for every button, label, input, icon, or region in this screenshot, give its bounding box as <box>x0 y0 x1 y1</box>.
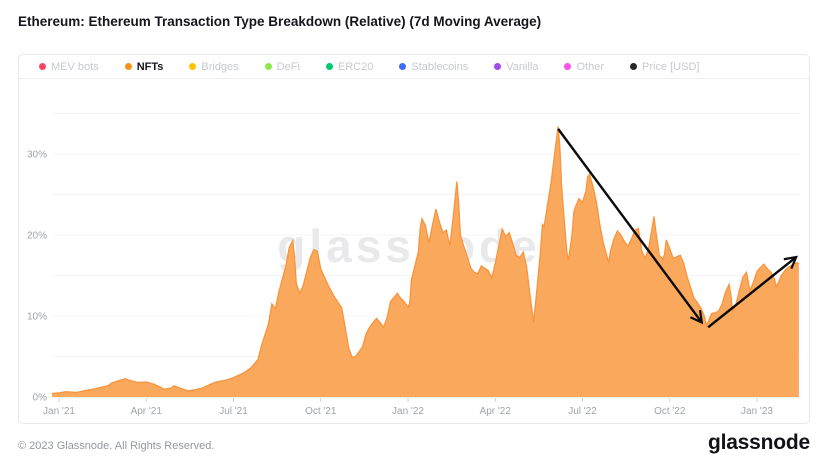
legend-dot-icon <box>564 63 572 70</box>
legend-dot-icon <box>325 63 333 70</box>
annotation-arrow <box>707 255 798 329</box>
legend-label: Stablecoins <box>411 60 469 73</box>
legend-dot-icon <box>124 63 132 70</box>
legend-dot-icon <box>189 63 197 70</box>
page-title: Ethereum: Ethereum Transaction Type Brea… <box>18 14 542 29</box>
legend-item-stablecoins[interactable]: Stablecoins <box>399 61 468 73</box>
nfts-area-series[interactable] <box>52 126 799 398</box>
x-axis-label: Apr '22 <box>480 406 512 417</box>
nfts-series-line <box>51 126 800 395</box>
x-axis-label: Jul '21 <box>219 406 248 417</box>
legend-item-bridges[interactable]: Bridges <box>189 60 239 73</box>
legend-label: Bridges <box>201 60 239 73</box>
legend-dot-icon <box>629 63 637 70</box>
x-axis-label: Oct '22 <box>654 406 686 417</box>
legend-item-nfts[interactable]: NFTs <box>124 60 164 73</box>
legend: MEV bots NFTs Bridges DeFi ERC20 Stablecoins V… <box>19 55 809 79</box>
legend-label: Other <box>576 60 604 73</box>
legend-label: Price [USD] <box>641 60 700 73</box>
legend-dot-icon <box>264 63 272 70</box>
footer-copyright: © 2023 Glassnode. All Rights Reserved. <box>18 440 215 452</box>
chart-canvas[interactable]: 0% 10% 20% 30% Jan '21 Apr '21 Jul '21 Oct '21 J… <box>19 55 809 423</box>
legend-label: Vanilla <box>506 60 539 73</box>
y-axis-label: 0% <box>33 393 48 404</box>
y-axis-label: 10% <box>27 312 47 323</box>
x-axis-label: Jan '23 <box>741 406 773 417</box>
annotation-arrow <box>557 128 704 325</box>
chart-card: MEV bots NFTs Bridges DeFi ERC20 Stablecoins V… <box>18 54 810 424</box>
legend-item-price-usd[interactable]: Price [USD] <box>629 60 700 73</box>
glassnode-logo: glassnode <box>707 431 810 454</box>
legend-dot-icon <box>39 63 46 70</box>
legend-item-erc20[interactable]: ERC20 <box>325 60 374 73</box>
x-axis-label: Jul '22 <box>568 406 597 417</box>
legend-dot-icon <box>494 63 502 70</box>
x-axis-label: Jan '21 <box>43 406 75 417</box>
legend-label: ERC20 <box>337 60 374 73</box>
legend-label: DeFi <box>276 60 300 73</box>
y-axis-label: 20% <box>27 231 47 242</box>
y-axis-label: 30% <box>27 150 47 161</box>
legend-item-mev-bots[interactable]: MEV bots <box>39 61 99 73</box>
legend-label: MEV bots <box>51 60 99 73</box>
legend-item-defi[interactable]: DeFi <box>264 60 300 73</box>
x-axis-label: Apr '21 <box>131 406 163 417</box>
legend-item-other[interactable]: Other <box>564 61 604 73</box>
glassnode-watermark: glassnode <box>277 220 541 272</box>
x-axis-label: Jan '22 <box>392 406 424 417</box>
x-axis-label: Oct '21 <box>305 406 337 417</box>
legend-dot-icon <box>399 63 407 70</box>
legend-item-vanilla[interactable]: Vanilla <box>494 61 538 73</box>
legend-label: NFTs <box>136 60 164 73</box>
